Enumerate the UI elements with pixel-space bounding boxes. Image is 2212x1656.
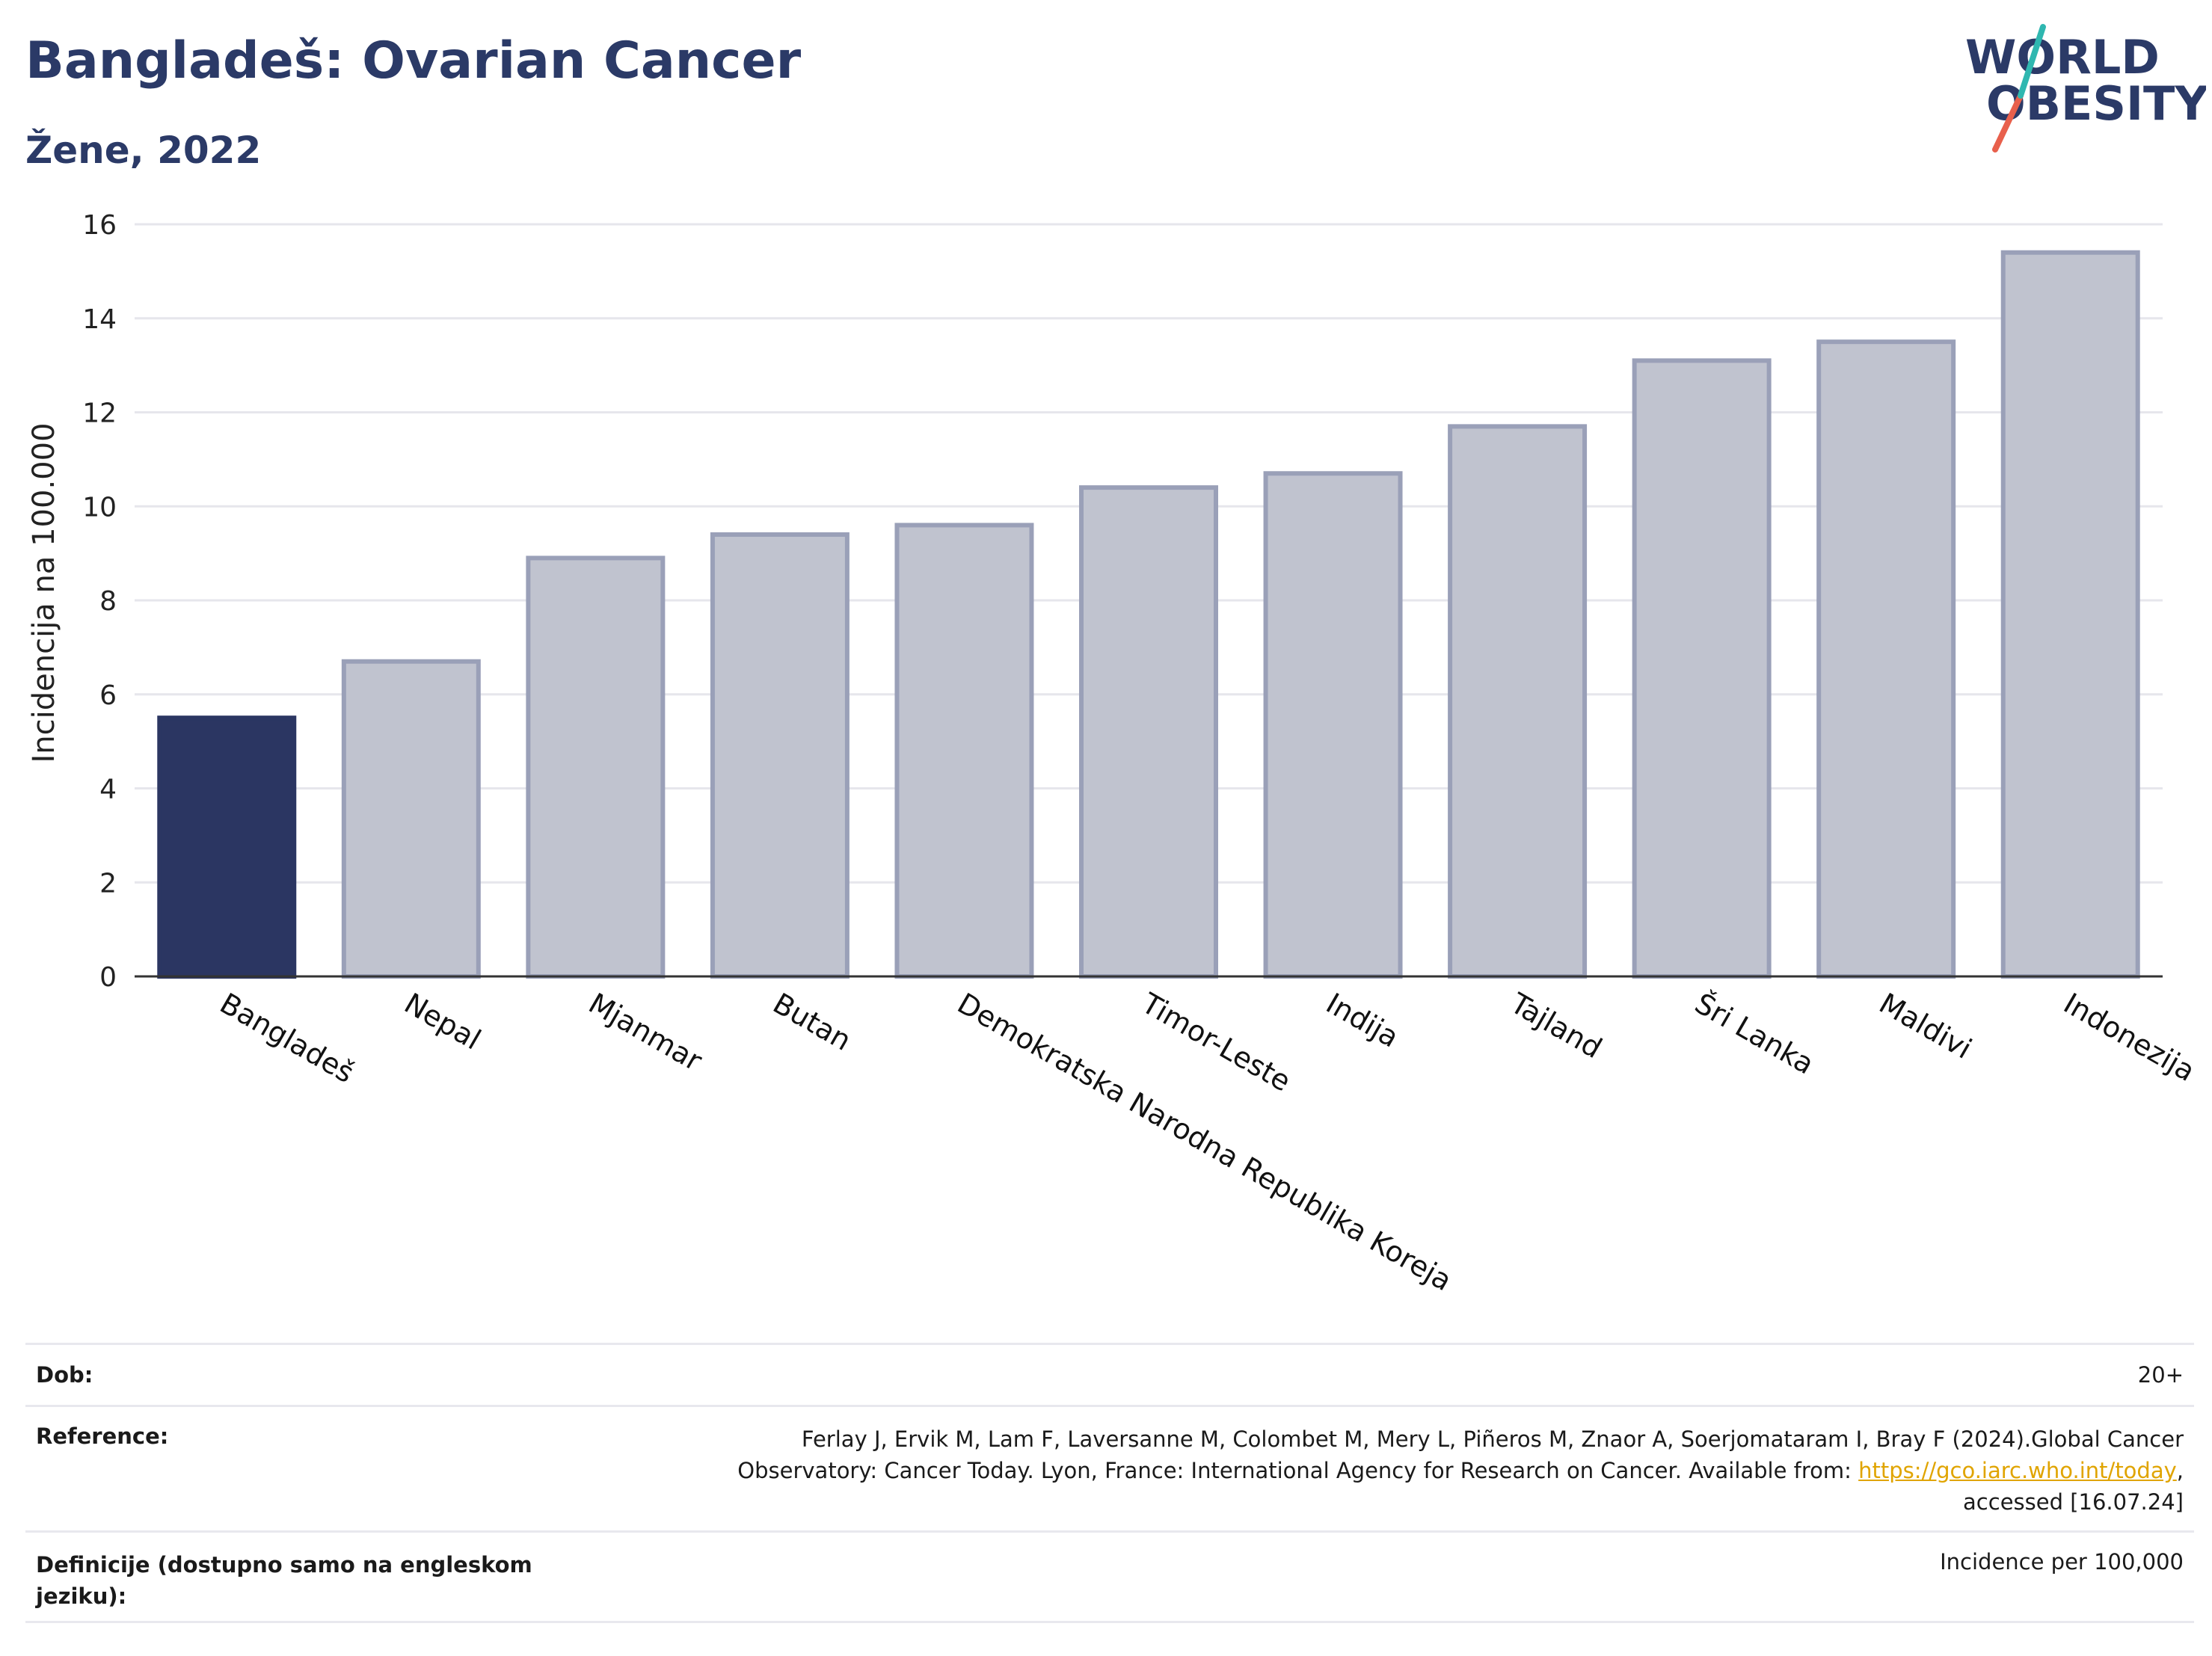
chart-title: Bangladeš: Ovarian Cancer xyxy=(25,31,802,90)
y-tick-label: 4 xyxy=(99,775,117,805)
logo-slash-teal xyxy=(2018,24,2046,99)
reference-text: Ferlay J, Ervik M, Lam F, Laversanne M, … xyxy=(737,1423,2194,1530)
y-tick-label: 2 xyxy=(99,868,117,899)
bar xyxy=(157,715,297,979)
reference-label: Reference: xyxy=(36,1423,169,1449)
bar xyxy=(341,659,481,979)
reference-line-3: accessed [16.07.24] xyxy=(1963,1489,2184,1515)
definition-label-line-2: jeziku): xyxy=(36,1583,127,1609)
y-tick-label: 0 xyxy=(99,962,117,993)
reference-link[interactable]: https://gco.iarc.who.int/today xyxy=(1858,1458,2177,1483)
y-tick-labels: 0 2 4 6 8 10 12 14 16 xyxy=(82,210,117,993)
bar xyxy=(710,532,850,979)
bar xyxy=(526,555,666,979)
reference-row: Reference: Ferlay J, Ervik M, Lam F, Lav… xyxy=(25,1405,2194,1530)
reference-comma: , xyxy=(2176,1458,2184,1483)
bar xyxy=(1079,485,1218,979)
reference-line-1: Ferlay J, Ervik M, Lam F, Laversanne M, … xyxy=(801,1426,2184,1452)
bar xyxy=(1816,339,1956,979)
x-tick-label: Bangladeš xyxy=(215,987,360,1089)
x-tick-label: Mjanmar xyxy=(583,987,708,1078)
y-axis-label: Incidencija na 100.000 xyxy=(27,422,61,763)
y-tick-label: 14 xyxy=(82,304,117,335)
x-tick-label: Nepal xyxy=(399,987,486,1056)
x-tick-label: Indonezija xyxy=(2058,987,2200,1088)
definition-label: Definicije (dostupno samo na engleskom j… xyxy=(25,1549,532,1621)
bar-chart: 0 2 4 6 8 10 12 14 16 Bangladeš Nepal Mjanmar Butan… xyxy=(27,210,2201,1297)
x-tick-label: Butan xyxy=(767,987,856,1057)
bars xyxy=(157,250,2140,979)
info-table: Dob: 20+ Reference: Ferlay J, Ervik M, L… xyxy=(25,1343,2194,1623)
definition-label-line-1: Definicije (dostupno samo na engleskom xyxy=(36,1552,532,1577)
logo-slash-red xyxy=(1992,93,2024,153)
bar xyxy=(2000,250,2140,979)
bar xyxy=(1632,358,1772,979)
age-row: Dob: 20+ xyxy=(25,1343,2194,1405)
y-tick-label: 16 xyxy=(82,210,117,241)
y-tick-label: 12 xyxy=(82,398,117,429)
x-tick-label: Timor-Leste xyxy=(1136,986,1297,1098)
x-tick-label: Šri Lanka xyxy=(1689,987,1819,1081)
age-label: Dob: xyxy=(36,1362,93,1388)
definition-value: Incidence per 100,000 xyxy=(1940,1549,2184,1575)
x-tick-label: Indija xyxy=(1321,987,1404,1054)
y-tick-label: 8 xyxy=(99,586,117,617)
x-tick-label: Maldivi xyxy=(1874,987,1977,1065)
bar xyxy=(1448,424,1588,979)
y-tick-label: 10 xyxy=(82,492,117,523)
definition-row: Definicije (dostupno samo na engleskom j… xyxy=(25,1530,2194,1623)
age-value: 20+ xyxy=(2137,1362,2184,1388)
world-obesity-logo: WORLD OBESITY xyxy=(1965,24,2206,153)
reference-line-2: Observatory: Cancer Today. Lyon, France:… xyxy=(737,1458,1859,1483)
x-tick-label: Tajland xyxy=(1505,986,1608,1065)
bar xyxy=(1263,471,1403,979)
bar xyxy=(894,523,1034,979)
logo-text-world: WORLD xyxy=(1965,30,2160,84)
chart-subtitle: Žene, 2022 xyxy=(25,129,262,172)
x-tick-labels: Bangladeš Nepal Mjanmar Butan Demokratska Na… xyxy=(215,986,2201,1297)
y-tick-label: 6 xyxy=(99,680,117,711)
